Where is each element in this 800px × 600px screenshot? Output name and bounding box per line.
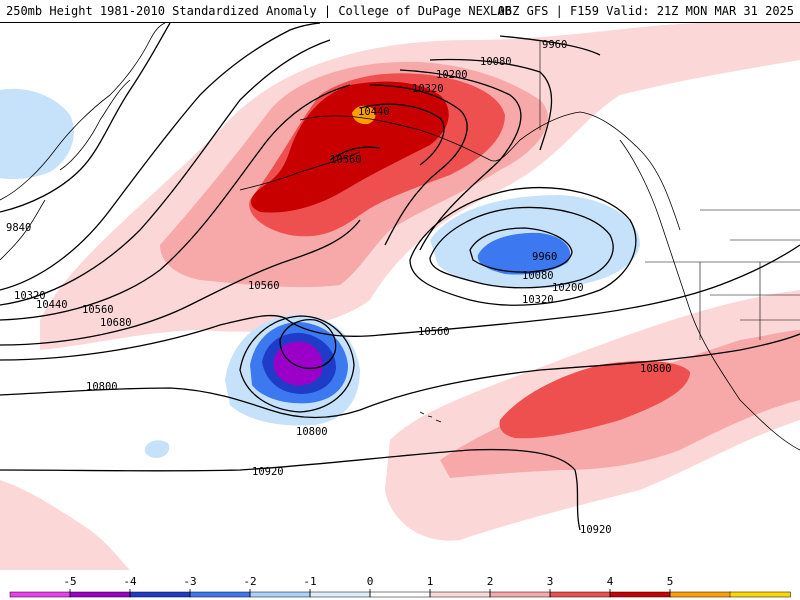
contour-9840 — [0, 23, 171, 213]
colorbar-tick-label: 1 — [427, 575, 434, 588]
colorbar-swatch — [429, 591, 491, 598]
contour-label: 10800 — [296, 426, 328, 438]
colorbar-swatch — [69, 591, 131, 598]
colorbar-swatch — [249, 591, 311, 598]
colorbar-swatch — [309, 591, 371, 598]
contour-label: 10080 — [522, 270, 554, 282]
anomaly-neg1-blob — [144, 440, 170, 458]
colorbar-tick-label: -5 — [63, 575, 76, 588]
contour-10560-mid — [0, 244, 800, 361]
height-contours — [0, 23, 800, 531]
contour-label: 9960 — [542, 39, 567, 51]
colorbar: -5 -4 -3 -2 -1 0 1 2 3 4 5 — [0, 570, 800, 600]
contour-low-ring — [239, 315, 355, 413]
colorbar-tick-label: -4 — [123, 575, 137, 588]
contour-10320 — [369, 84, 468, 246]
kamchatka-coastline — [59, 79, 131, 171]
contour-label: 10560 — [418, 326, 450, 338]
alaska-coastline — [299, 111, 681, 231]
anomaly-neg1-west — [0, 88, 74, 180]
contour-10560-north — [329, 146, 381, 161]
aleutians — [239, 151, 361, 191]
anomaly-neg3-gulf — [477, 232, 571, 275]
contour-west-3 — [0, 84, 351, 321]
japan-coastline — [0, 199, 46, 261]
contour-label: 10440 — [358, 106, 390, 118]
contour-label: 10920 — [580, 524, 612, 536]
anomaly-pos4-north-pacific — [250, 81, 449, 213]
contour-10200 — [399, 69, 522, 251]
contour-label: 9840 — [6, 222, 31, 234]
contour-10920 — [0, 448, 581, 531]
anomaly-map: 9960 10080 10200 10320 10440 10560 9840 … — [0, 23, 800, 570]
anomaly-pos3-subtropics — [499, 360, 690, 439]
contour-label: 10800 — [86, 381, 118, 393]
contour-label: 10800 — [640, 363, 672, 375]
colorbar-swatches — [9, 591, 791, 598]
colorbar-tick-label: 2 — [487, 575, 494, 588]
political-borders — [539, 40, 800, 340]
contour-low-center — [279, 319, 337, 370]
contour-label: 10200 — [552, 282, 584, 294]
colorbar-swatch — [189, 591, 251, 598]
colorbar-ticks: -5 -4 -3 -2 -1 0 1 2 3 4 5 — [63, 575, 673, 597]
colorbar-swatch — [609, 591, 671, 598]
anomaly-neg5-low — [273, 341, 323, 386]
map-header: 250mb Height 1981-2010 Standardized Anom… — [0, 0, 800, 23]
contour-label: 10200 — [436, 69, 468, 81]
contour-label: 10560 — [82, 304, 114, 316]
coastlines — [0, 23, 800, 451]
contour-label: 10680 — [100, 317, 132, 329]
contour-west-2 — [0, 39, 331, 306]
contour-west-4 — [0, 219, 361, 346]
contour-gulf-low-mid — [429, 206, 614, 289]
contour-gulf-low-inner — [469, 227, 573, 273]
contour-10080 — [429, 58, 553, 151]
contour-label: 10920 — [252, 466, 284, 478]
colorbar-swatch — [9, 591, 71, 598]
positive-anomaly-shading — [0, 23, 800, 570]
border-states-1 — [699, 209, 800, 340]
asia-coastline — [0, 23, 166, 201]
colorbar-swatch — [369, 591, 431, 598]
anomaly-pos1-sw — [0, 480, 130, 570]
colorbar-tick-label: -2 — [243, 575, 256, 588]
anomaly-pos5-max — [352, 105, 376, 125]
colorbar-swatch — [729, 591, 791, 598]
contour-label: 10440 — [36, 299, 68, 311]
contour-gulf-low-outer — [409, 187, 637, 306]
colorbar-swatch — [549, 591, 611, 598]
contour-10800 — [0, 333, 800, 419]
colorbar-tick-label: -3 — [183, 575, 196, 588]
negative-anomaly-shading — [0, 88, 640, 458]
contour-labels: 9960 10080 10200 10320 10440 10560 9840 … — [6, 39, 672, 536]
colorbar-tick-label: 0 — [367, 575, 374, 588]
contour-label: 9960 — [532, 251, 557, 263]
hawaii-islands — [419, 411, 442, 423]
colorbar-tick-label: 3 — [547, 575, 554, 588]
colorbar-swatch — [669, 591, 731, 598]
contour-9960-north — [499, 35, 601, 56]
canada-coastline — [619, 139, 800, 451]
colorbar-tick-label: 5 — [667, 575, 674, 588]
contour-label: 10560 — [248, 280, 280, 292]
colorbar-swatch — [129, 591, 191, 598]
contour-label: 10320 — [14, 290, 46, 302]
contour-label: 10560 — [330, 154, 362, 166]
contour-label: 10320 — [522, 294, 554, 306]
contour-label: 10080 — [480, 56, 512, 68]
contour-west-1 — [0, 23, 321, 291]
contour-10440 — [359, 103, 445, 166]
contour-label: 10320 — [412, 83, 444, 95]
map-title: 250mb Height 1981-2010 Standardized Anom… — [6, 4, 512, 18]
model-run-info: 06Z GFS | F159 Valid: 21Z MON MAR 31 202… — [497, 4, 794, 18]
colorbar-swatch — [489, 591, 551, 598]
colorbar-tick-label: -1 — [303, 575, 316, 588]
colorbar-tick-label: 4 — [607, 575, 614, 588]
